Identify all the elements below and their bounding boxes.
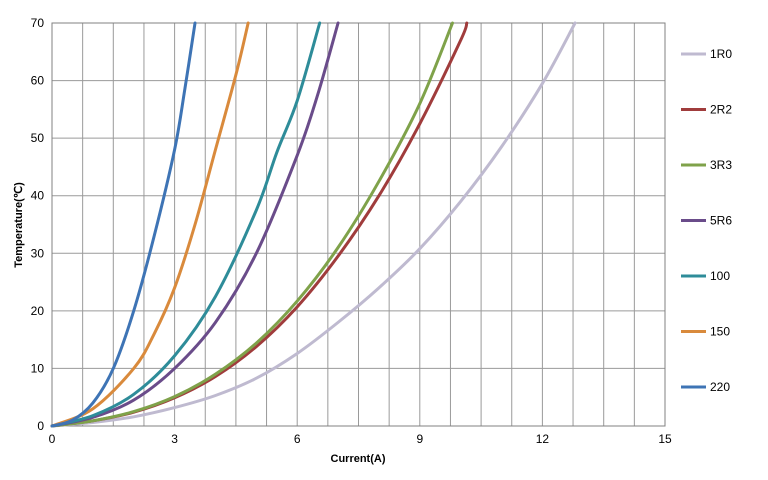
series-line-220 bbox=[50, 21, 197, 428]
x-tick-label: 15 bbox=[658, 432, 672, 446]
y-tick-label: 20 bbox=[31, 304, 45, 318]
legend-label-100: 100 bbox=[710, 269, 730, 283]
y-axis-ticks: 0 10 20 30 40 50 60 70 bbox=[31, 16, 45, 433]
x-tick-label: 9 bbox=[416, 432, 423, 446]
series-line-150 bbox=[50, 21, 250, 428]
y-tick-label: 30 bbox=[31, 246, 45, 260]
plot-border bbox=[51, 22, 666, 427]
series-layer bbox=[50, 21, 577, 428]
x-tick-label: 3 bbox=[171, 432, 178, 446]
series-line-100 bbox=[50, 21, 322, 428]
legend: 1R0 2R2 3R3 5R6 100 150 220 bbox=[681, 47, 732, 394]
y-tick-label: 10 bbox=[31, 361, 45, 375]
series-line-1R0 bbox=[50, 21, 577, 428]
legend-label-5R6: 5R6 bbox=[710, 214, 732, 228]
x-tick-label: 12 bbox=[536, 432, 550, 446]
legend-label-220: 220 bbox=[710, 380, 730, 394]
grid-lines bbox=[51, 22, 666, 427]
plot-frame bbox=[51, 22, 666, 427]
x-axis-ticks: 0 3 6 9 12 15 bbox=[49, 432, 672, 446]
y-axis-label: Temperature(℃) bbox=[13, 182, 25, 268]
legend-label-1R0: 1R0 bbox=[710, 47, 732, 61]
y-tick-label: 40 bbox=[31, 189, 45, 203]
x-tick-label: 6 bbox=[294, 432, 301, 446]
series-line-5R6 bbox=[50, 21, 340, 428]
y-tick-label: 70 bbox=[31, 16, 45, 30]
y-tick-label: 50 bbox=[31, 131, 45, 145]
legend-label-150: 150 bbox=[710, 325, 730, 339]
legend-label-2R2: 2R2 bbox=[710, 103, 732, 117]
x-tick-label: 0 bbox=[49, 432, 56, 446]
y-tick-label: 60 bbox=[31, 74, 45, 88]
legend-label-3R3: 3R3 bbox=[710, 158, 732, 172]
x-axis-label: Current(A) bbox=[331, 453, 386, 465]
y-tick-label: 0 bbox=[37, 419, 44, 433]
series-line-3R3 bbox=[50, 21, 454, 428]
